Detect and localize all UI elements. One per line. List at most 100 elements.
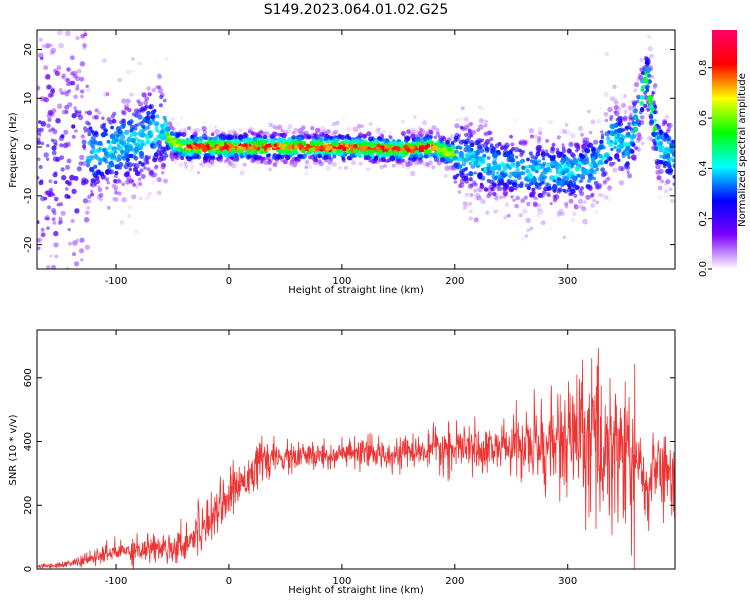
spectrogram-cell (86, 206, 90, 210)
spectrogram-cell (444, 165, 451, 171)
spectrogram-cell (358, 161, 363, 166)
spectrogram-cell (94, 178, 101, 185)
spectrogram-cell (579, 204, 584, 209)
spectrogram-cell (666, 123, 671, 127)
spectrogram-cell (281, 143, 287, 150)
spectrogram-cell (509, 134, 513, 139)
spectrogram-cell (128, 167, 132, 172)
spectrogram-marks (37, 30, 675, 319)
spectrogram-cell (604, 118, 609, 123)
spectrogram-cell (515, 168, 520, 173)
spectrogram-cell (242, 162, 247, 167)
spectrogram-cell (64, 193, 70, 199)
spectrogram-cell (493, 193, 499, 199)
spectrogram-cell (77, 309, 81, 313)
spectrogram-cell (40, 232, 46, 238)
spectrogram-cell (572, 159, 578, 165)
spectrogram-cell (372, 149, 376, 154)
spectrogram-cell (82, 198, 89, 204)
spectrogram-cell (473, 217, 479, 223)
spectrogram-cell (560, 211, 566, 217)
spectrogram-cell (561, 146, 566, 150)
spectrogram-cell (672, 152, 675, 157)
spectrogram-cell (65, 164, 71, 170)
spectrogram-cell (538, 208, 544, 215)
spectrogram-cell (233, 157, 239, 163)
spectrogram-cell (578, 179, 582, 184)
spectrogram-cell (48, 179, 53, 184)
spectrogram-cell (317, 141, 322, 146)
spectrogram-cell (647, 45, 653, 52)
spectrogram-cell (98, 141, 103, 145)
spectrogram-cell (620, 96, 625, 101)
spectrogram-cell (162, 163, 167, 168)
spectrogram-cell (418, 153, 424, 158)
spectrogram-cell (37, 220, 40, 225)
spectrogram-cell (58, 88, 63, 93)
spectrogram-cell (512, 118, 518, 123)
snr-x-tick-label: 0 (226, 576, 232, 587)
spectrogram-cell (377, 136, 382, 141)
spectrogram-cell (584, 156, 589, 162)
spectrogram-cell (436, 131, 440, 135)
spectrogram-cell (649, 119, 654, 125)
spectrogram-cell (199, 162, 203, 166)
spectrogram-cell (263, 160, 267, 165)
spectrogram-cell (43, 65, 49, 71)
spectrogram-cell (274, 132, 278, 136)
colorbar-label: Normalized spectral amplitude (737, 73, 748, 227)
spectrogram-cell (510, 142, 515, 147)
spectrogram-cell (607, 185, 612, 189)
spectrogram-cell (477, 160, 483, 166)
spectrogram-cell (357, 123, 362, 129)
spectrogram-cell (418, 158, 423, 163)
spectrogram-cell (271, 124, 276, 129)
spectrogram-cell (551, 155, 556, 160)
spectrogram-cell (178, 162, 184, 168)
spectrogram-cell (159, 153, 163, 157)
spectrogram-cell (606, 196, 612, 203)
spectrogram-cell (80, 134, 85, 139)
spectrogram-cell (585, 194, 591, 200)
spectrogram-cell (149, 169, 154, 174)
spectrogram-cell (482, 153, 487, 158)
spectrogram-cell (73, 261, 80, 267)
spectrogram-cell (473, 171, 477, 175)
spectrogram-cell (114, 170, 119, 176)
spectrogram-cell (80, 94, 84, 99)
spectrogram-cell (121, 98, 127, 104)
spectrogram-cell (493, 209, 498, 214)
spectrogram-cell (640, 141, 645, 146)
spectrogram-cell (521, 237, 526, 241)
snr-y-tick-label: 0 (23, 566, 34, 572)
spectrogram-cell (82, 291, 86, 295)
spectrogram-cell (625, 145, 631, 151)
spectrogram-cell (140, 162, 145, 167)
spectrogram-cell (45, 291, 49, 295)
spectrogram-cell (46, 205, 52, 210)
spectrogram-cell (111, 183, 117, 189)
spectrogram-cell (194, 133, 198, 137)
spectrogram-cell (496, 175, 501, 180)
spectrogram-cell (604, 195, 608, 200)
spectrogram-cell (584, 147, 591, 154)
spectrogram-cell (297, 154, 303, 159)
spectrogram-cell (76, 166, 82, 172)
spectrogram-cell (138, 150, 145, 157)
spectrogram-cell (610, 147, 614, 151)
spectrogram-cell (134, 184, 139, 189)
spectrogram-cell (623, 109, 628, 114)
spectrogram-cell (398, 141, 404, 147)
spectrogram-cell (86, 87, 91, 93)
spectrogram-cell (186, 143, 192, 149)
spectrogram-cell (444, 165, 451, 171)
spectrogram-cell (481, 199, 487, 205)
spectrogram-cell (457, 133, 462, 137)
spectrogram-cell (450, 141, 455, 145)
spectrogram-cell (114, 191, 118, 195)
spectrogram-cell (40, 315, 44, 319)
spectrogram-cell (164, 56, 169, 61)
spectrogram-cell (556, 152, 562, 158)
spectrogram-cell (401, 163, 406, 169)
